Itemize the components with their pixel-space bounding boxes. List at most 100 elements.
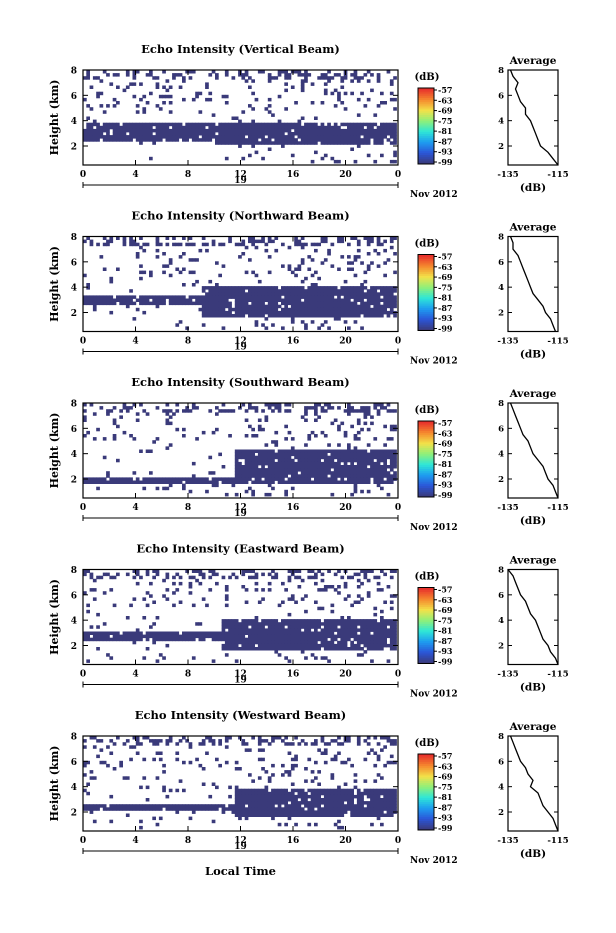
echo-cell xyxy=(380,474,384,478)
echo-cell xyxy=(323,409,328,413)
echo-cell xyxy=(320,73,325,77)
echo-cell xyxy=(175,751,180,755)
echo-cell xyxy=(99,739,104,743)
echo-cell xyxy=(310,141,315,145)
echo-cell xyxy=(96,575,100,580)
colorbar-segment xyxy=(418,112,434,116)
echo-cell xyxy=(234,122,239,127)
echo-cell xyxy=(125,776,130,780)
echo-cell xyxy=(373,791,378,796)
echo-cell xyxy=(218,304,222,309)
echo-cell xyxy=(310,813,315,817)
echo-cell xyxy=(383,474,387,478)
echo-cell xyxy=(347,801,351,805)
echo-cell xyxy=(284,622,288,626)
echo-cell xyxy=(330,585,335,589)
echo-cell xyxy=(267,647,272,651)
echo-cell xyxy=(376,622,381,626)
echo-cell xyxy=(244,292,249,296)
echo-cell xyxy=(274,310,279,315)
echo-cell xyxy=(264,643,269,648)
echo-cell xyxy=(350,804,354,808)
echo-cell xyxy=(231,480,236,484)
echo-cell xyxy=(125,73,130,77)
echo-cell xyxy=(109,480,114,484)
echo-cell xyxy=(389,754,394,759)
echo-cell xyxy=(376,452,381,457)
echo-cell xyxy=(182,631,186,635)
echo-cell xyxy=(271,301,275,306)
echo-cell xyxy=(191,406,196,410)
echo-cell xyxy=(343,279,348,284)
echo-cell xyxy=(356,135,361,139)
echo-cell xyxy=(277,653,282,657)
echo-cell xyxy=(340,304,345,309)
echo-cell xyxy=(323,791,328,796)
echo-cell xyxy=(254,323,259,327)
echo-cell xyxy=(323,647,328,651)
colorbar-segment xyxy=(418,120,434,123)
echo-cell xyxy=(208,455,213,460)
echo-cell xyxy=(360,801,364,805)
echo-cell xyxy=(284,107,288,111)
echo-cell xyxy=(89,776,94,780)
echo-cell xyxy=(281,449,285,453)
echo-cell xyxy=(158,138,163,142)
echo-cell xyxy=(287,465,292,469)
echo-cell xyxy=(307,480,312,484)
echo-cell xyxy=(297,742,302,746)
panel-title: Echo Intensity (Southward Beam) xyxy=(131,375,349,389)
echo-cell xyxy=(340,622,345,626)
echo-cell xyxy=(244,304,249,309)
echo-cell xyxy=(314,575,318,580)
echo-cell xyxy=(347,455,351,460)
echo-cell xyxy=(290,314,295,318)
echo-cell xyxy=(277,94,282,99)
echo-cell xyxy=(112,421,117,426)
colorbar-segment xyxy=(418,614,434,617)
echo-cell xyxy=(287,810,292,814)
echo-cell xyxy=(96,242,100,247)
echo-cell xyxy=(383,132,387,136)
colorbar-segment xyxy=(418,591,434,594)
colorbar-tick-label: -81 xyxy=(438,459,452,469)
echo-cell xyxy=(373,628,378,632)
echo-cell xyxy=(353,794,358,799)
colorbar-segment xyxy=(418,319,434,322)
echo-cell xyxy=(281,242,285,247)
echo-cell xyxy=(383,465,387,469)
echo-cell xyxy=(383,619,387,623)
echo-cell xyxy=(241,295,246,299)
echo-cell xyxy=(353,483,358,488)
echo-cell xyxy=(314,461,318,466)
echo-cell xyxy=(139,480,143,484)
echo-cell xyxy=(350,73,354,77)
echo-cell xyxy=(244,794,249,799)
echo-cell xyxy=(261,458,265,463)
echo-cell xyxy=(224,132,229,136)
echo-cell xyxy=(155,125,160,130)
echo-cell xyxy=(277,409,282,413)
echo-cell xyxy=(238,452,242,457)
echo-cell xyxy=(224,619,229,623)
echo-cell xyxy=(281,128,285,133)
echo-cell xyxy=(333,122,338,127)
echo-cell xyxy=(373,128,378,133)
echo-cell xyxy=(304,449,308,453)
echo-cell xyxy=(314,122,318,127)
echo-cell xyxy=(343,132,348,136)
echo-cell xyxy=(333,418,338,422)
echo-cell xyxy=(221,326,226,330)
echo-cell xyxy=(158,816,163,821)
echo-cell xyxy=(185,70,189,74)
echo-cell xyxy=(168,634,173,639)
echo-cell xyxy=(290,270,295,275)
echo-cell xyxy=(234,289,239,293)
colorbar-segment xyxy=(418,769,434,772)
echo-cell xyxy=(327,326,331,330)
echo-cell xyxy=(290,597,295,601)
echo-cell xyxy=(162,788,166,793)
echo-cell xyxy=(248,104,252,108)
echo-cell xyxy=(310,791,315,796)
avg-ytick-label: 4 xyxy=(498,783,504,793)
